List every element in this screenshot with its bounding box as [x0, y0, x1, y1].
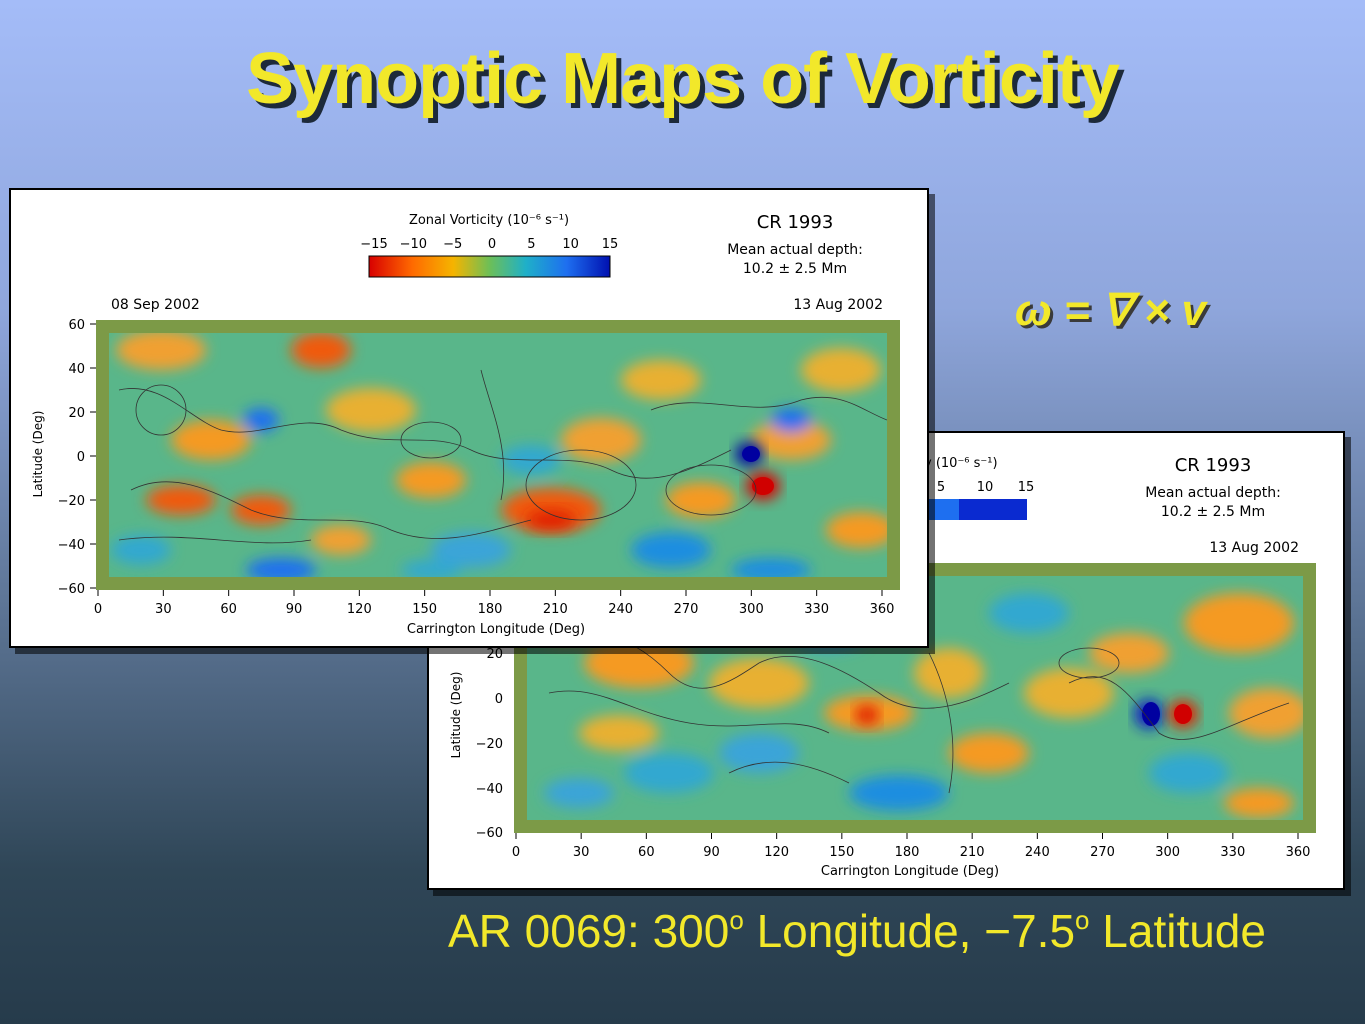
- caption-prefix: AR 0069: 300: [448, 905, 730, 957]
- x-tick: 360: [870, 602, 895, 617]
- depth-value: 10.2 ± 2.5 Mm: [1161, 504, 1265, 520]
- x-tick: 90: [286, 602, 303, 617]
- x-tick: 30: [155, 602, 172, 617]
- y-tick: 0: [495, 692, 503, 707]
- colorbar: [368, 255, 611, 278]
- y-tick: 60: [68, 318, 85, 333]
- colorbar-tick: 10: [977, 480, 994, 495]
- x-tick: 300: [739, 602, 764, 617]
- slide-title: Synoptic Maps of Vorticity: [246, 39, 1120, 119]
- x-tick: 150: [412, 602, 437, 617]
- colorbar-title: Zonal Vorticity (10⁻⁶ s⁻¹): [409, 213, 569, 228]
- x-tick: 240: [608, 602, 633, 617]
- caption-middle: Longitude, −7.5: [743, 905, 1076, 957]
- caption-suffix: Latitude: [1089, 905, 1266, 957]
- x-tick: 300: [1155, 845, 1180, 860]
- x-tick: 150: [829, 845, 854, 860]
- x-tick: 120: [764, 845, 789, 860]
- x-tick: 90: [703, 845, 720, 860]
- colorbar-tick: −10: [400, 237, 427, 252]
- colorbar-ticks: −15 −10 −5 0 5 10 15: [360, 237, 618, 252]
- date-right: 13 Aug 2002: [793, 297, 883, 313]
- synoptic-map-front: Zonal Vorticity (10⁻⁶ s⁻¹) −15 −10 −5 0 5 10 1…: [9, 188, 929, 648]
- y-axis-label-partial: Latitude (Deg): [449, 672, 463, 759]
- y-tick: 20: [68, 406, 85, 421]
- date-left: 08 Sep 2002: [111, 297, 200, 313]
- map-front-svg: Zonal Vorticity (10⁻⁶ s⁻¹) −15 −10 −5 0 5 10 1…: [31, 212, 900, 637]
- x-tick: 330: [804, 602, 829, 617]
- date-right: 13 Aug 2002: [1209, 540, 1299, 556]
- x-tick: 270: [1090, 845, 1115, 860]
- y-tick: −20: [58, 494, 85, 509]
- colorbar-tick: 5: [527, 237, 535, 252]
- x-tick: 210: [543, 602, 568, 617]
- y-axis-label: Latitude (Deg): [31, 411, 45, 498]
- cr-label: CR 1993: [1175, 455, 1252, 476]
- degree-mark: o: [1075, 905, 1090, 935]
- y-tick: −40: [476, 782, 503, 797]
- x-tick: 60: [638, 845, 655, 860]
- y-tick: −40: [58, 538, 85, 553]
- x-axis-back: 0 30 60 90 120 150 180 210 240 270 300 330 360: [512, 833, 1311, 860]
- y-tick: −60: [58, 582, 85, 597]
- depth-label: Mean actual depth:: [727, 242, 863, 258]
- x-tick: 270: [674, 602, 699, 617]
- x-axis-label: Carrington Longitude (Deg): [821, 864, 999, 879]
- x-axis-label: Carrington Longitude (Deg): [407, 622, 585, 637]
- x-tick: 60: [220, 602, 237, 617]
- colorbar-tick: 0: [488, 237, 496, 252]
- y-axis-partial: 20 0 −20 −40 −60 Latitude (Deg): [449, 647, 503, 841]
- colorbar-title-partial: y (10⁻⁶ s⁻¹): [924, 456, 998, 471]
- x-tick: 0: [94, 602, 102, 617]
- degree-mark: o: [729, 905, 744, 935]
- cr-label: CR 1993: [757, 212, 834, 233]
- active-region-caption: AR 0069: 300o Longitude, −7.5o Latitude: [448, 904, 1266, 958]
- y-axis-front: 60 40 20 0 −20 −40 −60: [58, 318, 96, 597]
- y-tick: 0: [77, 450, 85, 465]
- y-tick: −20: [476, 737, 503, 752]
- colorbar-partial-dark: [959, 499, 1027, 520]
- x-tick: 330: [1220, 845, 1245, 860]
- depth-value: 10.2 ± 2.5 Mm: [743, 261, 847, 277]
- colorbar-tick: 15: [1018, 480, 1035, 495]
- x-tick: 210: [960, 845, 985, 860]
- vorticity-field: [109, 333, 887, 577]
- y-tick: 40: [68, 362, 85, 377]
- x-tick: 0: [512, 845, 520, 860]
- depth-label: Mean actual depth:: [1145, 485, 1281, 501]
- x-tick: 240: [1025, 845, 1050, 860]
- x-tick: 30: [573, 845, 590, 860]
- x-tick: 180: [478, 602, 503, 617]
- colorbar-tick: 5: [937, 480, 945, 495]
- x-axis-front: 0 30 60 90 120 150 180 210 240 270 300 330 360: [94, 590, 895, 617]
- colorbar-tick: −5: [443, 237, 462, 252]
- colorbar-tick: 10: [562, 237, 579, 252]
- vorticity-formula: ω = ∇ × v: [1015, 286, 1206, 335]
- x-tick: 360: [1286, 845, 1311, 860]
- y-tick: −60: [476, 826, 503, 841]
- colorbar-tick: −15: [360, 237, 387, 252]
- x-tick: 120: [347, 602, 372, 617]
- x-tick: 180: [895, 845, 920, 860]
- colorbar-tick: 15: [602, 237, 619, 252]
- y-tick: 20: [486, 647, 503, 662]
